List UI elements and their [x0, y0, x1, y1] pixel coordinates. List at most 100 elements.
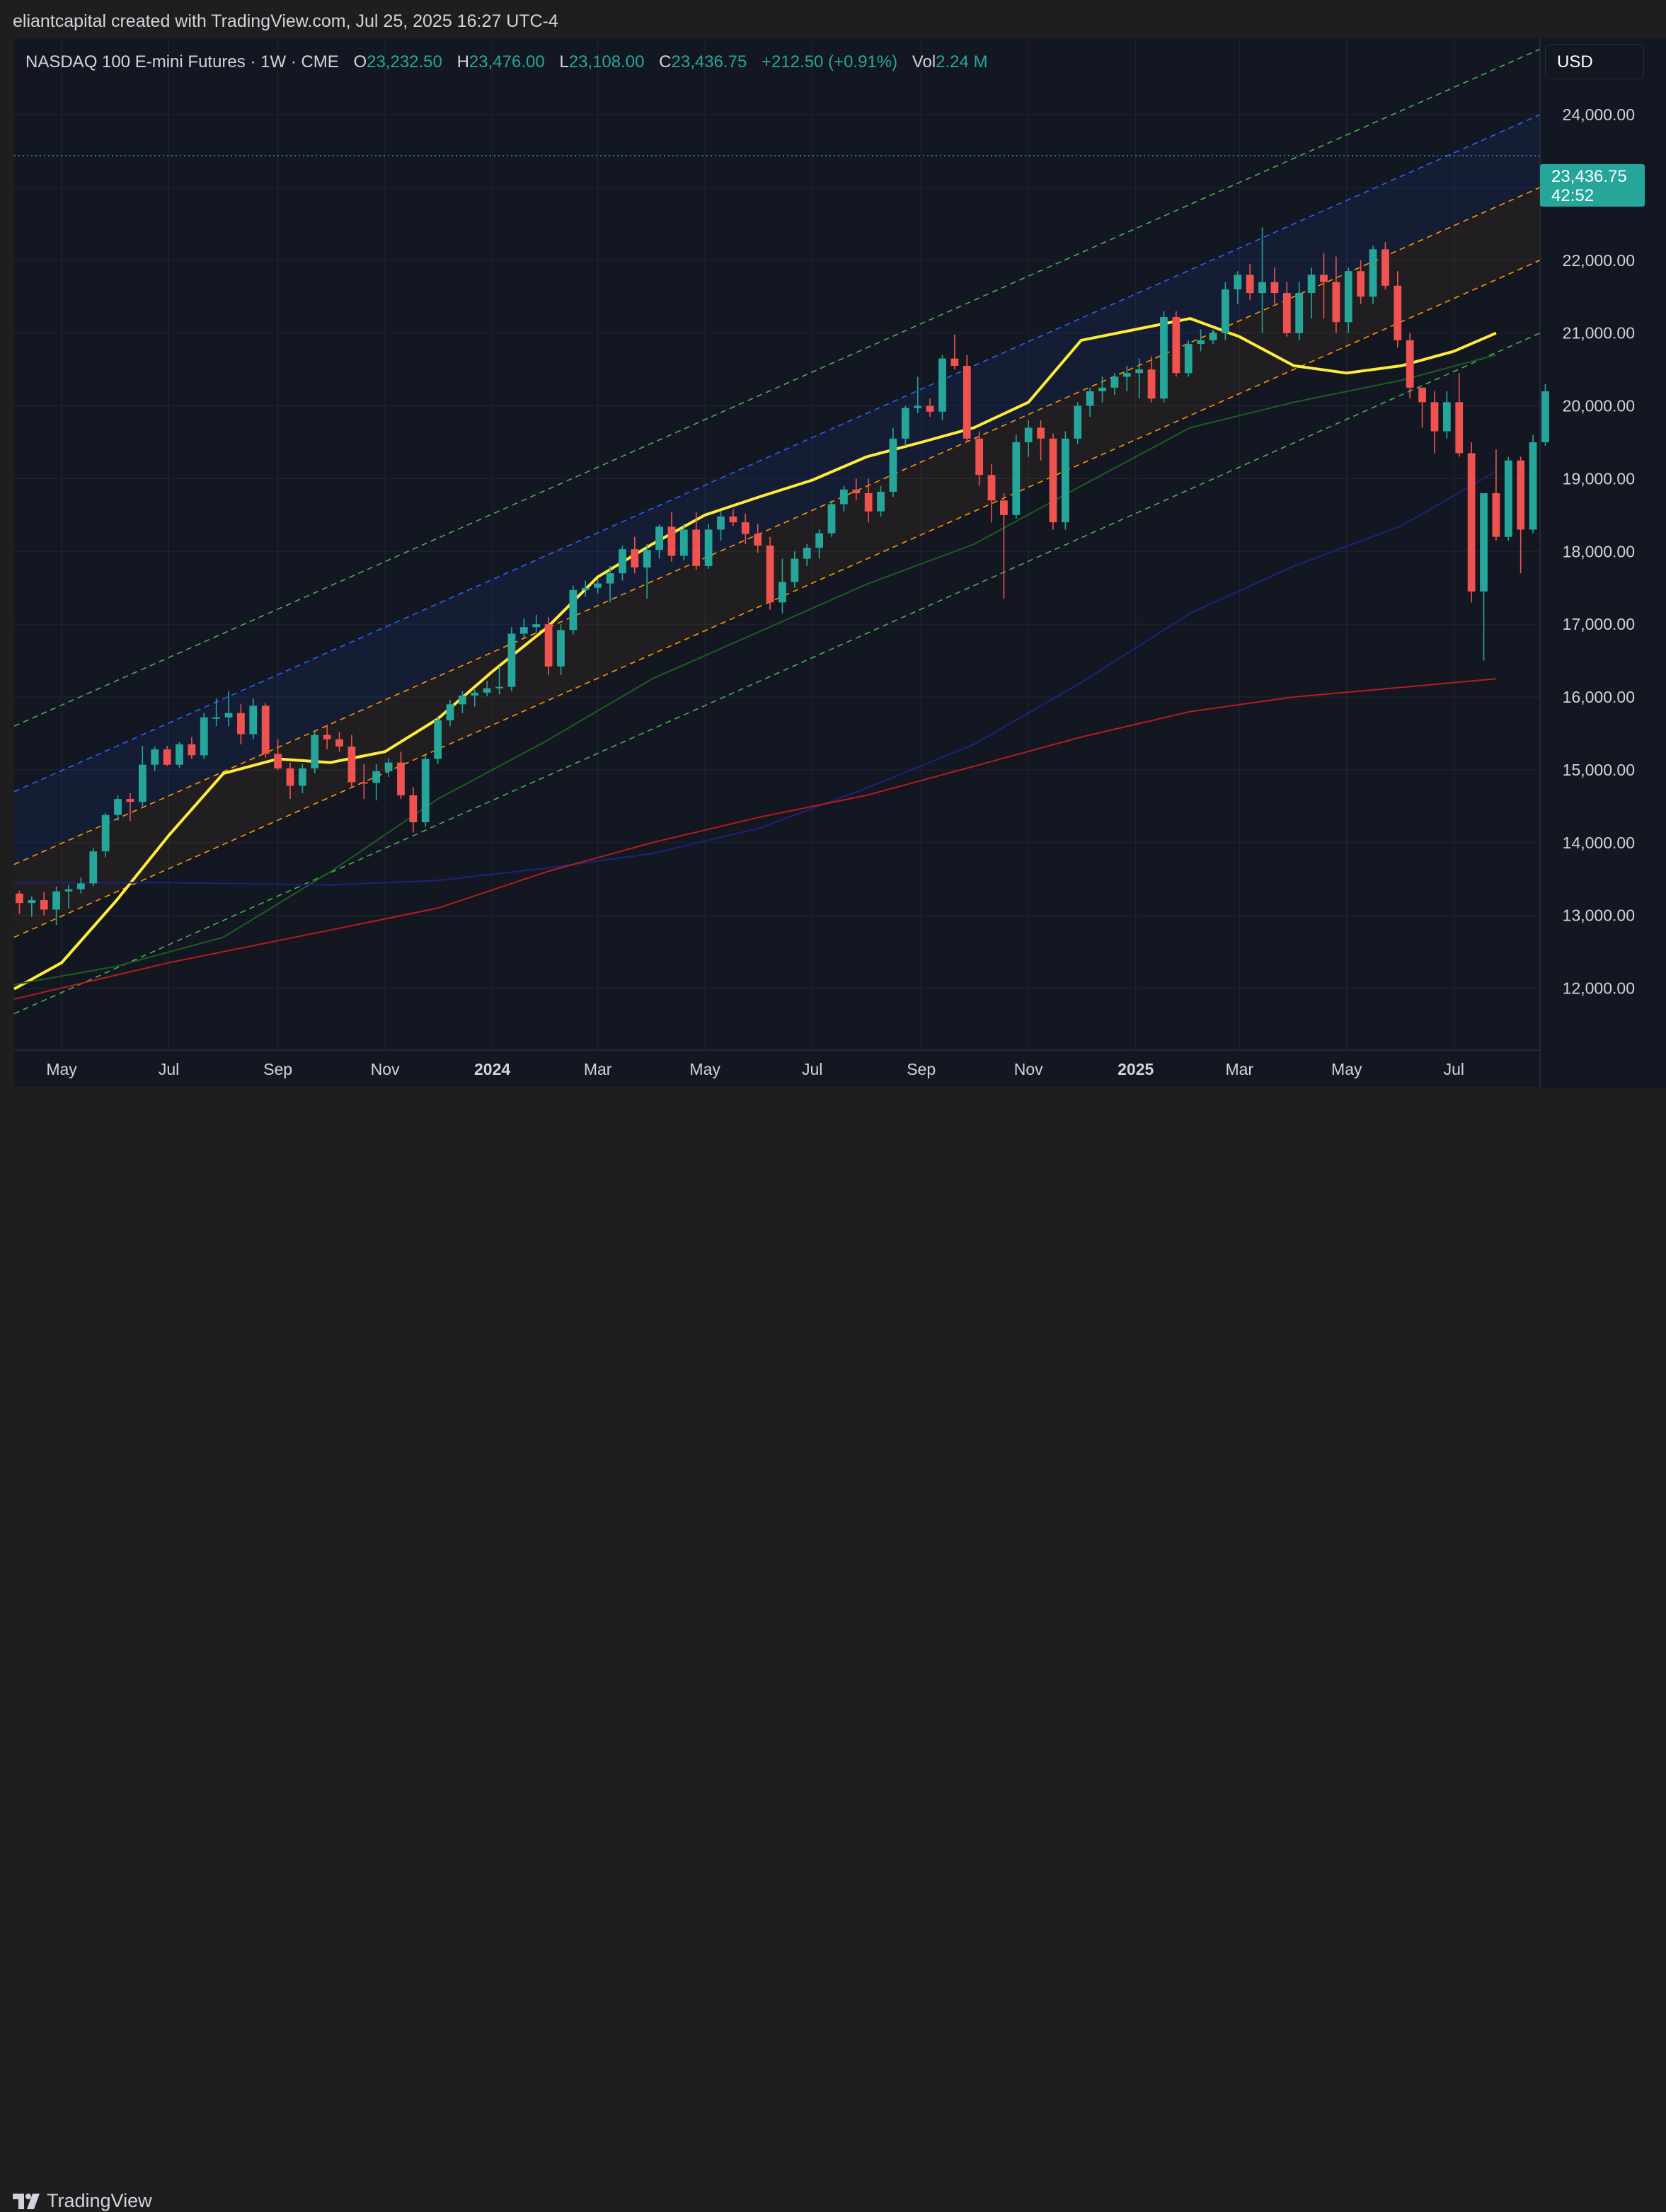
candle-body — [1209, 333, 1217, 340]
time-tick-label: May — [689, 1060, 720, 1078]
candle-body — [1418, 387, 1426, 403]
open-value: 23,232.50 — [367, 52, 442, 71]
chan-orange-lower — [13, 260, 1541, 938]
currency-button[interactable]: USD — [1545, 44, 1644, 79]
candle-body — [200, 717, 208, 756]
candle-body — [741, 522, 749, 534]
candle-body — [619, 549, 626, 574]
candle-body — [40, 900, 48, 910]
time-axis[interactable]: May Jul Sep Nov 2024 Mar May Jul Sep Nov 2025 Mar Ma… — [46, 1060, 1464, 1078]
time-tick-label: May — [46, 1060, 77, 1078]
candle-body — [471, 692, 479, 696]
candle-body — [1307, 275, 1316, 294]
candle-body — [631, 549, 639, 568]
tradingview-logo[interactable]: TradingView — [13, 2190, 152, 2212]
high-label: H — [456, 52, 469, 71]
price-tick-label: 17,000.00 — [1563, 615, 1635, 633]
candle-body — [126, 799, 134, 802]
candle-body — [1442, 402, 1451, 432]
chan-green-top — [13, 48, 1541, 727]
candle-body — [249, 705, 258, 735]
candle-body — [188, 744, 196, 756]
candle-body — [360, 782, 368, 784]
candle-body — [827, 504, 836, 534]
candle-body — [1000, 500, 1008, 515]
candle-body — [1282, 293, 1291, 333]
candle-body — [544, 624, 553, 667]
low-value: 23,108.00 — [568, 52, 645, 71]
low-label: L — [559, 52, 569, 71]
candle-body — [1197, 340, 1205, 345]
candle-body — [1061, 438, 1069, 523]
candle-body — [434, 720, 442, 759]
candle-body — [889, 438, 897, 492]
symbol-legend: NASDAQ 100 E-mini Futures · 1W · CME O23… — [25, 52, 988, 72]
candle-body — [1320, 275, 1328, 282]
candle-body — [557, 630, 565, 667]
candle-body — [594, 583, 602, 588]
candle-body — [1270, 282, 1279, 294]
candle-body — [286, 768, 294, 786]
candle-body — [1406, 340, 1414, 388]
price-tick-label: 14,000.00 — [1563, 834, 1635, 852]
candle-body — [323, 735, 331, 739]
candle-body — [1504, 460, 1512, 537]
candle-body — [766, 546, 774, 603]
time-tick-label: Mar — [584, 1060, 612, 1078]
candle-body — [446, 704, 454, 720]
candle-body — [298, 768, 306, 786]
candle-body — [963, 365, 971, 439]
candle-body — [1541, 391, 1549, 442]
ma_yellow — [13, 317, 1497, 991]
candle-body — [1086, 391, 1094, 406]
candle-body — [519, 627, 528, 634]
candle-body — [1074, 405, 1082, 439]
candle-body — [643, 550, 651, 568]
candle-body — [791, 558, 799, 582]
time-tick-label: Nov — [371, 1060, 400, 1078]
candle-body — [28, 900, 36, 904]
candle-body — [347, 747, 356, 783]
candle-body — [729, 516, 737, 523]
chan-green-bottom — [13, 332, 1541, 1015]
candle-body — [64, 889, 73, 892]
candle-body — [606, 573, 614, 584]
band-orange — [14, 187, 1540, 938]
candle-body — [114, 799, 122, 815]
footer: TradingView — [0, 1088, 1666, 2211]
candle-body — [151, 749, 159, 765]
price-chart[interactable]: 12,000.00 13,000.00 14,000.00 15,000.00 16,0… — [0, 0, 1666, 1090]
candle-body — [335, 739, 343, 747]
band-blue — [14, 115, 1540, 865]
candle-body — [384, 762, 393, 771]
candle-body — [1430, 402, 1439, 432]
candle-body — [16, 893, 23, 904]
time-tick-label: Nov — [1014, 1060, 1043, 1078]
moving-averages — [13, 317, 1497, 1000]
high-value: 23,476.00 — [469, 52, 545, 71]
candle-body — [1135, 369, 1144, 374]
candle-body — [1221, 289, 1229, 333]
candle-body — [569, 589, 578, 630]
last-price-tag: 23,436.75 42:52 — [1540, 164, 1645, 207]
candle-body — [1024, 427, 1033, 442]
candle-body — [901, 408, 909, 439]
candle-body — [532, 624, 541, 628]
candle-body — [163, 749, 171, 765]
price-tick-label: 22,000.00 — [1563, 251, 1635, 270]
channel-bands — [14, 115, 1540, 938]
candle-body — [1357, 271, 1365, 297]
candle-body — [1517, 460, 1525, 530]
close-label: C — [659, 52, 672, 71]
candle-body — [679, 529, 688, 556]
candle-body — [1258, 282, 1266, 294]
candle-body — [1467, 453, 1476, 592]
candle-body — [1172, 317, 1180, 374]
candle-body — [1098, 387, 1106, 391]
candle-body — [495, 686, 503, 689]
candle-body — [1184, 344, 1193, 374]
time-tick-label: 2025 — [1118, 1060, 1154, 1078]
time-tick-label: May — [1331, 1060, 1362, 1078]
candle-body — [1492, 492, 1500, 537]
candle-body — [311, 735, 319, 768]
